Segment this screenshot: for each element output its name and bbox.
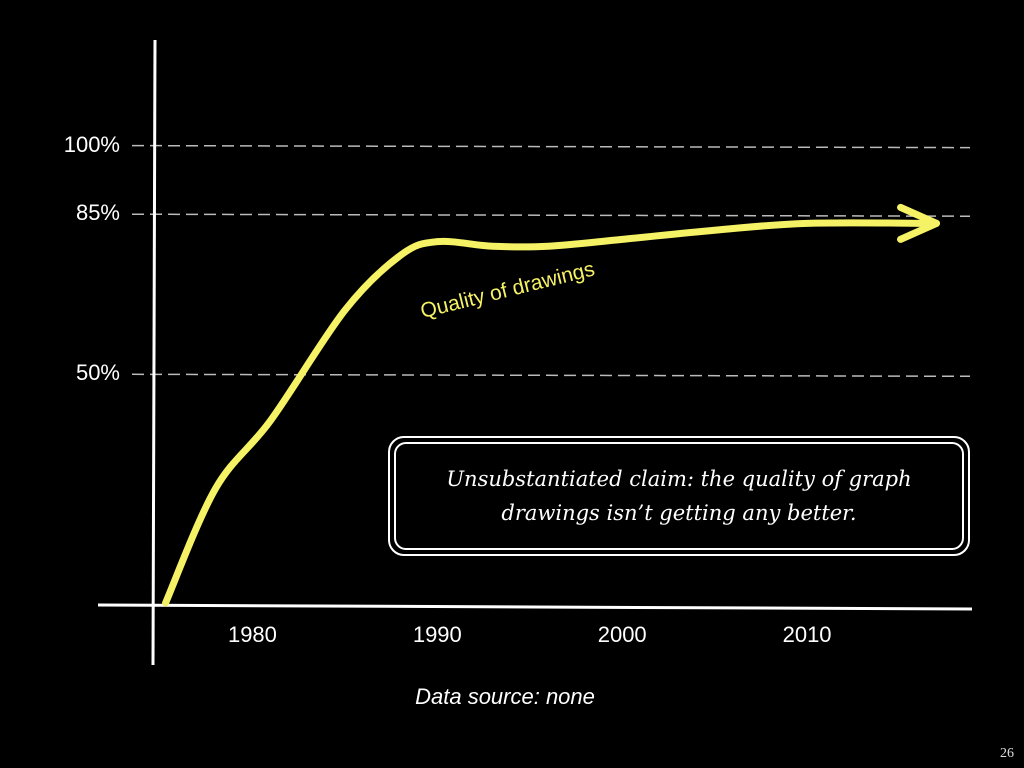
callout-box: Unsubstantiated claim: the quality of gr… — [388, 436, 970, 556]
y-tick-label: 50% — [75, 360, 120, 386]
series-line-0 — [162, 219, 941, 607]
x-axis-line — [97, 603, 973, 611]
x-tick-label: 1990 — [412, 622, 462, 647]
page-number: 26 — [1000, 746, 1014, 761]
x-tick-label: 2000 — [597, 622, 647, 647]
series-arrowhead-0 — [897, 203, 941, 243]
y-tick-label: 85% — [75, 200, 120, 226]
data-source-note: Data source: none — [415, 684, 595, 709]
reference-line-1 — [131, 213, 971, 217]
callout-text: Unsubstantiated claim: the quality of gr… — [446, 467, 912, 525]
reference-line-2 — [131, 373, 971, 378]
x-tick-label: 1980 — [227, 622, 277, 647]
y-tick-label: 100% — [63, 131, 120, 157]
x-tick-label: 2010 — [782, 622, 832, 647]
reference-line-0 — [131, 144, 971, 149]
y-axis-line — [151, 39, 157, 666]
